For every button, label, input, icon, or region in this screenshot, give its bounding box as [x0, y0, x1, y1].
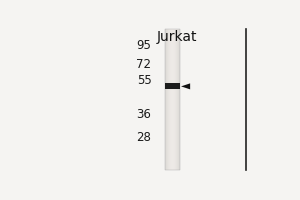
Text: 95: 95 [136, 39, 152, 52]
Bar [165, 29, 180, 170]
Text: Jurkat: Jurkat [157, 30, 197, 44]
Bar [179, 29, 180, 170]
Bar [165, 29, 166, 170]
Text: 72: 72 [136, 58, 152, 71]
Bar [174, 29, 175, 170]
Bar [169, 29, 170, 170]
Text: 55: 55 [137, 74, 152, 87]
Bar [168, 29, 169, 170]
Bar [172, 29, 173, 170]
Polygon shape [181, 83, 190, 89]
Bar [166, 29, 167, 170]
Bar [176, 29, 177, 170]
Text: 28: 28 [136, 131, 152, 144]
Text: 36: 36 [136, 108, 152, 121]
Bar [173, 29, 174, 170]
Bar [171, 29, 172, 170]
Bar [167, 29, 168, 170]
Bar [170, 29, 171, 170]
Bar [178, 29, 179, 170]
Bar [177, 29, 178, 170]
Bar [165, 83, 180, 89]
